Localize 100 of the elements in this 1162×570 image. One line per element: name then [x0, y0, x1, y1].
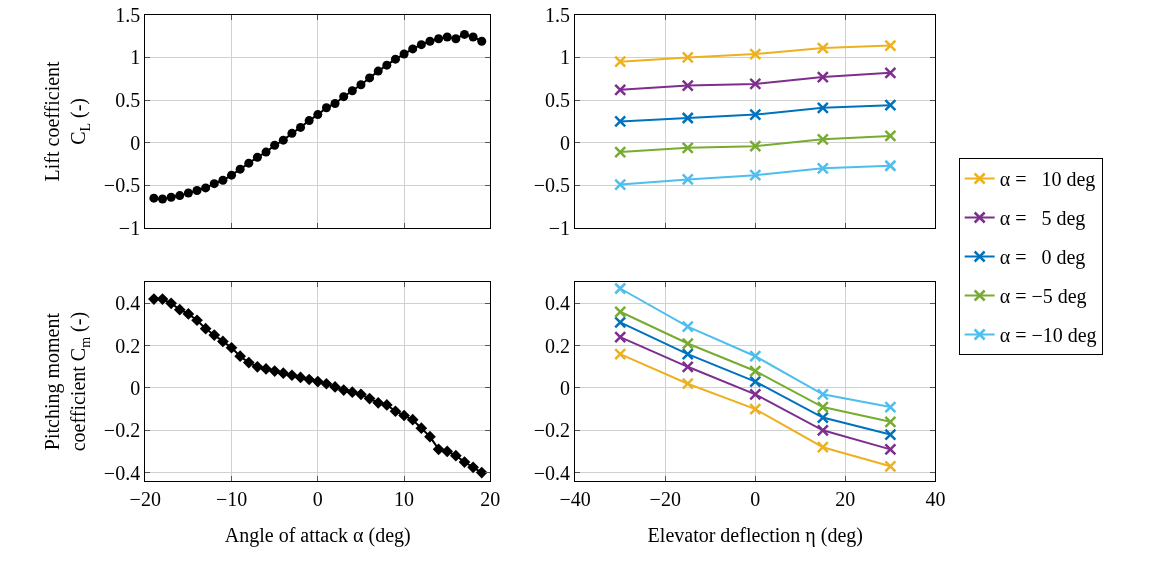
point: [749, 375, 762, 388]
y-tick-label: −0.4: [533, 461, 571, 484]
point: [816, 162, 830, 175]
point: [363, 392, 376, 405]
x-tick-label: 20: [480, 488, 501, 511]
point: [313, 110, 323, 120]
point: [884, 415, 897, 429]
point: [681, 347, 695, 361]
y-tick-label: 0.2: [115, 334, 141, 357]
y-tick-label: 0.4: [115, 292, 141, 315]
point: [434, 34, 444, 44]
point: [296, 122, 306, 132]
point: [681, 173, 695, 186]
point: [199, 322, 212, 335]
point: [337, 384, 350, 396]
point: [382, 60, 392, 70]
point: [816, 400, 830, 414]
point: [613, 282, 627, 295]
point: [244, 158, 254, 168]
point: [432, 443, 445, 456]
point: [209, 179, 219, 189]
point: [270, 140, 280, 150]
point: [321, 103, 331, 113]
point: [234, 350, 247, 363]
point: [681, 337, 695, 350]
point: [613, 145, 627, 159]
legend-label: α = 5 deg: [999, 207, 1086, 231]
point: [884, 39, 897, 52]
x-axis-title: Angle of attack α (deg): [224, 523, 411, 547]
point: [165, 297, 177, 310]
point: [459, 29, 469, 39]
legend-label: α = −5 deg: [999, 285, 1087, 309]
point: [192, 185, 202, 195]
x-tick-label: −20: [649, 488, 681, 511]
point: [884, 460, 897, 473]
legend-label: α = 0 deg: [999, 246, 1086, 270]
point: [399, 49, 409, 59]
x-tick-label: −40: [559, 488, 591, 511]
point: [268, 365, 281, 377]
point: [681, 320, 695, 333]
point: [225, 341, 238, 354]
point: [201, 183, 211, 193]
point: [373, 66, 383, 76]
y-tick-label: 0: [130, 131, 141, 154]
point: [681, 111, 695, 125]
y-tick-label: 1.5: [115, 3, 141, 26]
point: [166, 192, 176, 202]
point: [208, 329, 221, 341]
point: [330, 99, 340, 108]
point: [173, 303, 186, 316]
point: [749, 364, 762, 378]
point: [277, 367, 290, 379]
point: [884, 98, 897, 112]
point: [451, 34, 461, 44]
point: [884, 443, 897, 456]
point: [681, 377, 695, 390]
point: [347, 86, 357, 96]
point: [320, 377, 333, 390]
point: [749, 108, 762, 121]
point: [424, 430, 436, 443]
y-tick-label: 0.5: [115, 89, 141, 112]
point: [884, 66, 897, 80]
point: [408, 44, 418, 54]
point: [613, 115, 627, 128]
point: [191, 314, 203, 327]
point: [613, 178, 627, 191]
point: [339, 92, 349, 102]
point: [415, 422, 428, 435]
legend-label: α = −10 deg: [999, 324, 1097, 348]
point: [441, 445, 454, 458]
point: [356, 80, 366, 90]
x-axis-title: Elevator deflection η (deg): [647, 523, 863, 547]
x-tick-label: −20: [129, 488, 161, 511]
point: [468, 32, 478, 42]
point: [372, 396, 385, 409]
point: [613, 55, 627, 68]
point: [749, 139, 762, 153]
point: [816, 101, 830, 115]
y-tick-label: −1: [548, 217, 571, 239]
point: [816, 41, 830, 55]
point: [355, 388, 367, 401]
point: [816, 70, 830, 84]
point: [183, 188, 193, 198]
point: [816, 411, 830, 424]
point: [242, 356, 255, 369]
point: [398, 409, 410, 422]
point: [303, 373, 316, 386]
point: [613, 330, 627, 344]
point: [251, 360, 264, 373]
point: [749, 402, 762, 416]
legend-label: α = 10 deg: [999, 168, 1096, 192]
y-tick-label: 0: [560, 131, 571, 154]
point: [749, 168, 762, 182]
point: [681, 51, 695, 64]
x-tick-label: −10: [215, 488, 248, 511]
point: [475, 466, 488, 479]
point: [182, 308, 195, 320]
y-tick-label: −1: [118, 217, 141, 239]
y-tick-label: 1.5: [545, 3, 571, 26]
point: [148, 293, 160, 305]
